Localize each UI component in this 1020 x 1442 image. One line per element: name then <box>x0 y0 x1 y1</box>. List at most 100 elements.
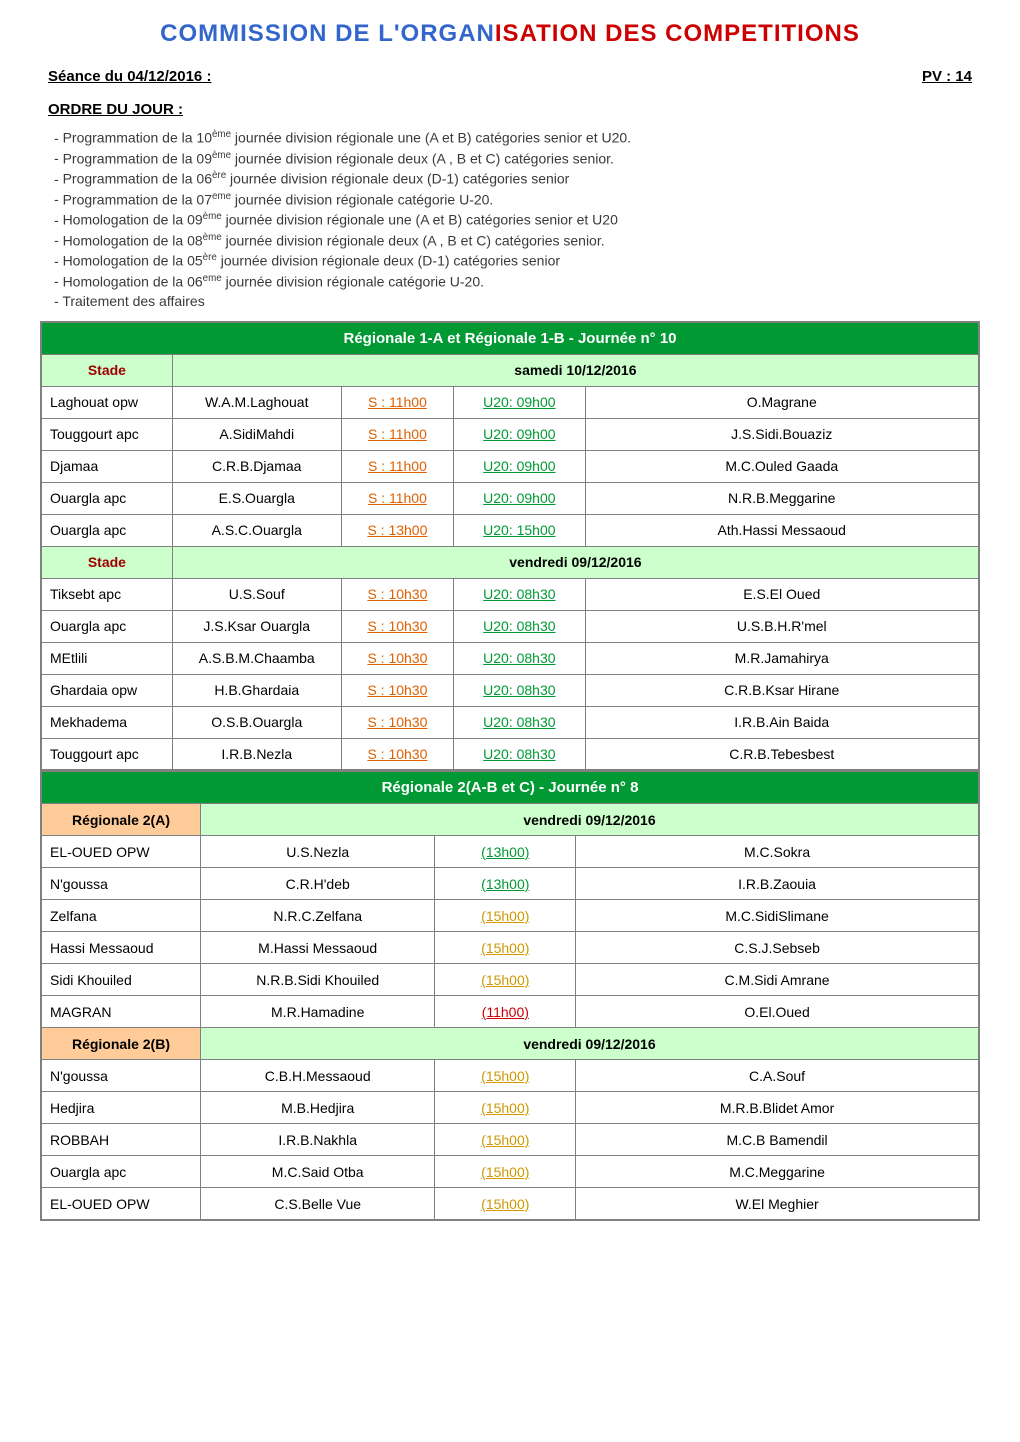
table-row: N'goussaC.R.H'deb(13h00)I.R.B.Zaouia <box>41 868 979 900</box>
cell-time: (15h00) <box>435 932 576 964</box>
cell-team: W.A.M.Laghouat <box>172 386 341 418</box>
reg2a-date: vendredi 09/12/2016 <box>200 804 979 836</box>
cell-opponent: I.R.B.Zaouia <box>576 868 979 900</box>
session-row: Séance du 04/12/2016 : PV : 14 <box>40 68 980 85</box>
table-row: Ouargla apcE.S.OuarglaS : 11h00U20: 09h0… <box>41 482 979 514</box>
cell-senior-time: S : 10h30 <box>341 642 454 674</box>
cell-opponent: M.C.Meggarine <box>576 1156 979 1188</box>
cell-time: (13h00) <box>435 868 576 900</box>
agenda-item: Programmation de la 10ème journée divisi… <box>54 128 980 148</box>
cell-team: N.R.C.Zelfana <box>200 900 435 932</box>
cell-stade: Ghardaia opw <box>41 674 172 706</box>
cell-team: E.S.Ouargla <box>172 482 341 514</box>
cell-stade: Ouargla apc <box>41 610 172 642</box>
cell-opponent: J.S.Sidi.Bouaziz <box>585 418 979 450</box>
cell-team: U.S.Souf <box>172 578 341 610</box>
cell-team: N.R.B.Sidi Khouiled <box>200 964 435 996</box>
cell-stade: N'goussa <box>41 1060 200 1092</box>
cell-stade: Sidi Khouiled <box>41 964 200 996</box>
cell-senior-time: S : 13h00 <box>341 514 454 546</box>
cell-stade: EL-OUED OPW <box>41 1188 200 1220</box>
band-regionale-2: Régionale 2(A-B et C) - Journée n° 8 <box>41 772 979 804</box>
cell-stade: Laghouat opw <box>41 386 172 418</box>
cell-stade: MAGRAN <box>41 996 200 1028</box>
cell-u20-time: U20: 08h30 <box>454 642 585 674</box>
stade-header: Stade <box>41 546 172 578</box>
cell-stade: EL-OUED OPW <box>41 836 200 868</box>
table-row: Touggourt apcA.SidiMahdiS : 11h00U20: 09… <box>41 418 979 450</box>
cell-team: A.S.B.M.Chaamba <box>172 642 341 674</box>
reg2a-header: Régionale 2(A) <box>41 804 200 836</box>
agenda-item: Programmation de la 09ème journée divisi… <box>54 149 980 169</box>
cell-opponent: U.S.B.H.R'mel <box>585 610 979 642</box>
cell-opponent: N.R.B.Meggarine <box>585 482 979 514</box>
cell-stade: Djamaa <box>41 450 172 482</box>
table-row: EL-OUED OPWU.S.Nezla(13h00)M.C.Sokra <box>41 836 979 868</box>
cell-stade: Ouargla apc <box>41 482 172 514</box>
cell-opponent: C.R.B.Tebesbest <box>585 738 979 770</box>
cell-u20-time: U20: 08h30 <box>454 610 585 642</box>
cell-u20-time: U20: 08h30 <box>454 738 585 770</box>
cell-u20-time: U20: 09h00 <box>454 386 585 418</box>
cell-opponent: M.C.Sokra <box>576 836 979 868</box>
table-regionale-1: Régionale 1-A et Régionale 1-B - Journée… <box>40 321 980 771</box>
reg2b-date: vendredi 09/12/2016 <box>200 1028 979 1060</box>
cell-time: (15h00) <box>435 1092 576 1124</box>
agenda-item: Homologation de la 09ème journée divisio… <box>54 210 980 230</box>
cell-stade: Ouargla apc <box>41 514 172 546</box>
cell-stade: Tiksebt apc <box>41 578 172 610</box>
ordre-du-jour-heading: ORDRE DU JOUR : <box>40 101 980 118</box>
pv-number: PV : 14 <box>922 68 972 85</box>
cell-opponent: C.M.Sidi Amrane <box>576 964 979 996</box>
agenda-item: Programmation de la 07eme journée divisi… <box>54 190 980 210</box>
table-row: MAGRANM.R.Hamadine(11h00)O.El.Oued <box>41 996 979 1028</box>
cell-team: M.C.Said Otba <box>200 1156 435 1188</box>
cell-opponent: M.C.Ouled Gaada <box>585 450 979 482</box>
cell-senior-time: S : 11h00 <box>341 450 454 482</box>
band-regionale-1: Régionale 1-A et Régionale 1-B - Journée… <box>41 322 979 354</box>
cell-team: C.R.H'deb <box>200 868 435 900</box>
cell-team: M.B.Hedjira <box>200 1092 435 1124</box>
cell-time: (13h00) <box>435 836 576 868</box>
cell-stade: MEtlili <box>41 642 172 674</box>
table-row: Laghouat opwW.A.M.LaghouatS : 11h00U20: … <box>41 386 979 418</box>
cell-opponent: E.S.El Oued <box>585 578 979 610</box>
cell-u20-time: U20: 08h30 <box>454 674 585 706</box>
cell-senior-time: S : 10h30 <box>341 578 454 610</box>
cell-u20-time: U20: 08h30 <box>454 706 585 738</box>
cell-time: (15h00) <box>435 1060 576 1092</box>
cell-team: H.B.Ghardaia <box>172 674 341 706</box>
cell-stade: ROBBAH <box>41 1124 200 1156</box>
session-date: Séance du 04/12/2016 : <box>48 68 211 85</box>
agenda-item: Homologation de la 05ère journée divisio… <box>54 251 980 271</box>
cell-opponent: W.El Meghier <box>576 1188 979 1220</box>
cell-senior-time: S : 10h30 <box>341 706 454 738</box>
rows-reg2a: EL-OUED OPWU.S.Nezla(13h00)M.C.SokraN'go… <box>41 836 979 1028</box>
cell-opponent: M.R.B.Blidet Amor <box>576 1092 979 1124</box>
date-header-1: samedi 10/12/2016 <box>172 354 979 386</box>
table-row: DjamaaC.R.B.DjamaaS : 11h00U20: 09h00M.C… <box>41 450 979 482</box>
rows-block-1: Laghouat opwW.A.M.LaghouatS : 11h00U20: … <box>41 386 979 546</box>
cell-senior-time: S : 10h30 <box>341 610 454 642</box>
cell-opponent: M.C.SidiSlimane <box>576 900 979 932</box>
table-row: MEtliliA.S.B.M.ChaambaS : 10h30U20: 08h3… <box>41 642 979 674</box>
table-row: HedjiraM.B.Hedjira(15h00)M.R.B.Blidet Am… <box>41 1092 979 1124</box>
cell-team: J.S.Ksar Ouargla <box>172 610 341 642</box>
table-regionale-2: Régionale 2(A-B et C) - Journée n° 8 Rég… <box>40 771 980 1221</box>
cell-team: C.B.H.Messaoud <box>200 1060 435 1092</box>
table-row: N'goussaC.B.H.Messaoud(15h00)C.A.Souf <box>41 1060 979 1092</box>
table-row: EL-OUED OPWC.S.Belle Vue(15h00)W.El Megh… <box>41 1188 979 1220</box>
table-row: Ouargla apcA.S.C.OuarglaS : 13h00U20: 15… <box>41 514 979 546</box>
cell-senior-time: S : 11h00 <box>341 482 454 514</box>
cell-stade: Mekhadema <box>41 706 172 738</box>
cell-senior-time: S : 11h00 <box>341 418 454 450</box>
cell-time: (15h00) <box>435 964 576 996</box>
cell-u20-time: U20: 08h30 <box>454 578 585 610</box>
cell-team: U.S.Nezla <box>200 836 435 868</box>
cell-opponent: I.R.B.Ain Baida <box>585 706 979 738</box>
cell-stade: Hedjira <box>41 1092 200 1124</box>
cell-time: (15h00) <box>435 900 576 932</box>
cell-team: C.R.B.Djamaa <box>172 450 341 482</box>
cell-u20-time: U20: 09h00 <box>454 482 585 514</box>
cell-u20-time: U20: 09h00 <box>454 450 585 482</box>
